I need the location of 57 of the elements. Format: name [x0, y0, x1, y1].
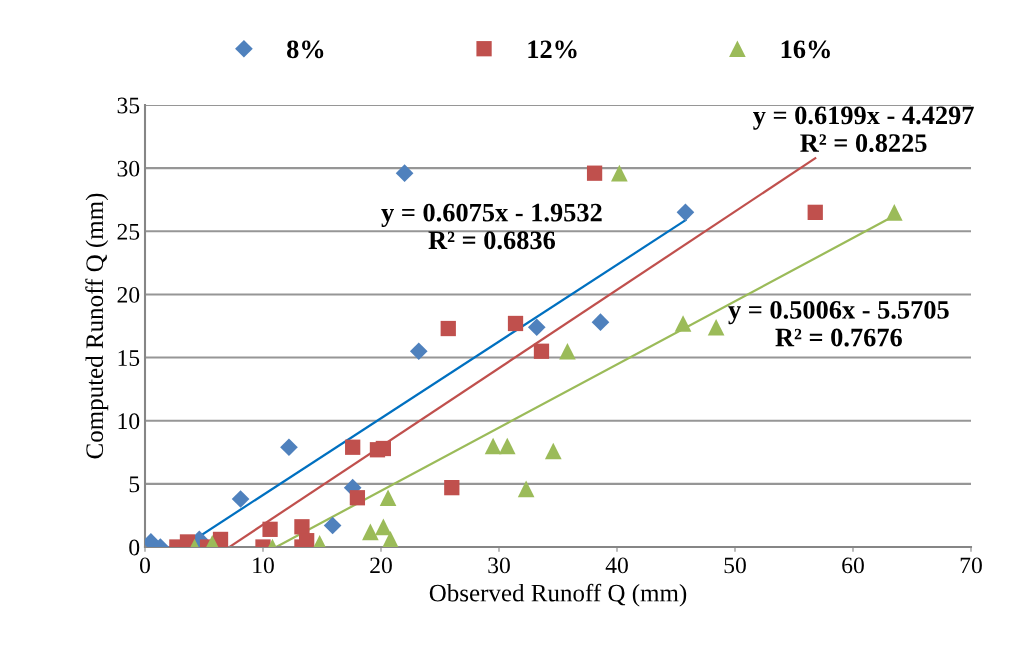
point	[484, 437, 502, 455]
x-tick-label: 50	[724, 557, 746, 574]
point	[533, 343, 550, 359]
point	[507, 315, 524, 332]
y-tick-label: 25	[117, 223, 140, 240]
point	[676, 203, 695, 222]
point	[527, 318, 546, 337]
x-tick-label: 30	[488, 557, 510, 574]
y-tick-label: 5	[129, 476, 140, 493]
point	[323, 516, 342, 535]
point	[591, 313, 610, 332]
legend-label: 8%	[287, 40, 324, 59]
point	[807, 204, 823, 220]
annotation: y = 0.6075x - 1.9532 R² = 0.6836	[381, 203, 602, 250]
point	[299, 533, 315, 547]
y-tick-label: 0	[129, 539, 140, 556]
point	[611, 164, 628, 182]
y-axis-title: Computed Runoff Q (mm)	[85, 193, 109, 459]
x-tick-label: 60	[842, 557, 864, 574]
point	[379, 489, 397, 507]
point	[349, 490, 366, 506]
point	[395, 164, 414, 183]
point	[362, 523, 379, 541]
annotation: y = 0.5006x - 5.5705 R² = 0.7676	[728, 300, 949, 347]
legend-label: 12%	[528, 40, 577, 59]
point	[498, 437, 516, 455]
point	[517, 480, 535, 498]
y-tick-label: 15	[118, 350, 140, 366]
y-tick-label: 30	[117, 160, 140, 177]
annotation: y = 0.6199x - 4.4297 R² = 0.8225	[753, 106, 974, 153]
y-tick-label: 10	[118, 413, 140, 430]
point	[885, 204, 903, 221]
point	[369, 442, 386, 458]
point	[440, 320, 456, 337]
point	[179, 534, 196, 547]
point	[707, 318, 725, 336]
y-tick-label: 35	[117, 97, 140, 114]
y-tick-label: 20	[117, 286, 140, 303]
point	[375, 518, 392, 536]
point	[444, 480, 460, 496]
x-tick-label: 70	[960, 557, 982, 574]
x-axis-title: Observed Runoff Q (mm)	[429, 583, 687, 607]
point	[559, 342, 576, 360]
point	[262, 521, 278, 537]
point	[382, 531, 399, 547]
point	[674, 315, 692, 332]
legend-label: 16%	[781, 40, 830, 59]
point	[231, 490, 250, 508]
point	[294, 519, 310, 535]
point	[544, 442, 562, 460]
x-tick-label: 40	[605, 557, 628, 574]
point	[345, 439, 361, 455]
point	[409, 342, 428, 361]
point	[280, 438, 298, 457]
x-tick-label: 20	[370, 557, 392, 574]
point	[586, 165, 603, 181]
x-tick-label: 10	[253, 557, 274, 574]
